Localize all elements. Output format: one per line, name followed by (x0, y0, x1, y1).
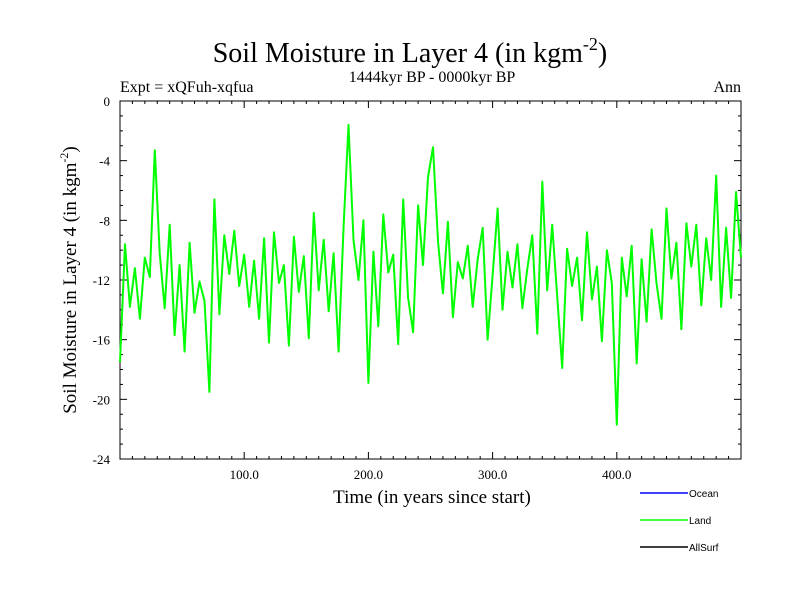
chart-title: Soil Moisture in Layer 4 (in kgm-2) (213, 34, 608, 69)
y-axis-label-superscript: -2 (57, 153, 71, 163)
y-tick-label: -20 (93, 392, 110, 407)
legend-label-land: Land (689, 516, 711, 527)
x-tick-label: 400.0 (602, 467, 631, 482)
chart-season: Ann (713, 79, 741, 96)
y-tick-label: -24 (93, 452, 111, 467)
legend: Ocean Land AllSurf (640, 489, 719, 554)
x-axis-label: Time (in years since start) (333, 487, 531, 508)
y-tick-label: -12 (93, 273, 110, 288)
y-tick-label: -16 (93, 333, 111, 348)
x-axis: 100.0 200.0 300.0 400.0 (131, 101, 730, 482)
x-tick-label: 100.0 (230, 467, 259, 482)
series-layer (119, 123, 742, 426)
y-tick-label: -4 (99, 154, 110, 169)
x-tick-label: 300.0 (478, 467, 507, 482)
chart-title-close: ) (598, 38, 607, 69)
x-tick-label: 200.0 (354, 467, 383, 482)
y-tick-label: 0 (104, 94, 111, 109)
y-axis: 0 -4 -8 -12 -16 -20 -24 (93, 94, 741, 467)
y-axis-label-close: ) (60, 146, 81, 152)
y-axis-label: Soil Moisture in Layer 4 (in kgm-2) (57, 146, 81, 414)
chart-title-superscript: -2 (583, 34, 598, 54)
legend-label-ocean: Ocean (689, 489, 718, 500)
y-axis-label-main: Soil Moisture in Layer 4 (in kgm (60, 162, 81, 413)
chart-experiment: Expt = xQFuh-xqfua (120, 79, 253, 96)
y-tick-label: -8 (99, 213, 110, 228)
series-line-land (119, 123, 742, 426)
chart-subtitle: 1444kyr BP - 0000kyr BP (349, 69, 516, 86)
legend-label-allsurf: AllSurf (689, 543, 719, 554)
chart-title-main: Soil Moisture in Layer 4 (in kgm (213, 38, 583, 69)
